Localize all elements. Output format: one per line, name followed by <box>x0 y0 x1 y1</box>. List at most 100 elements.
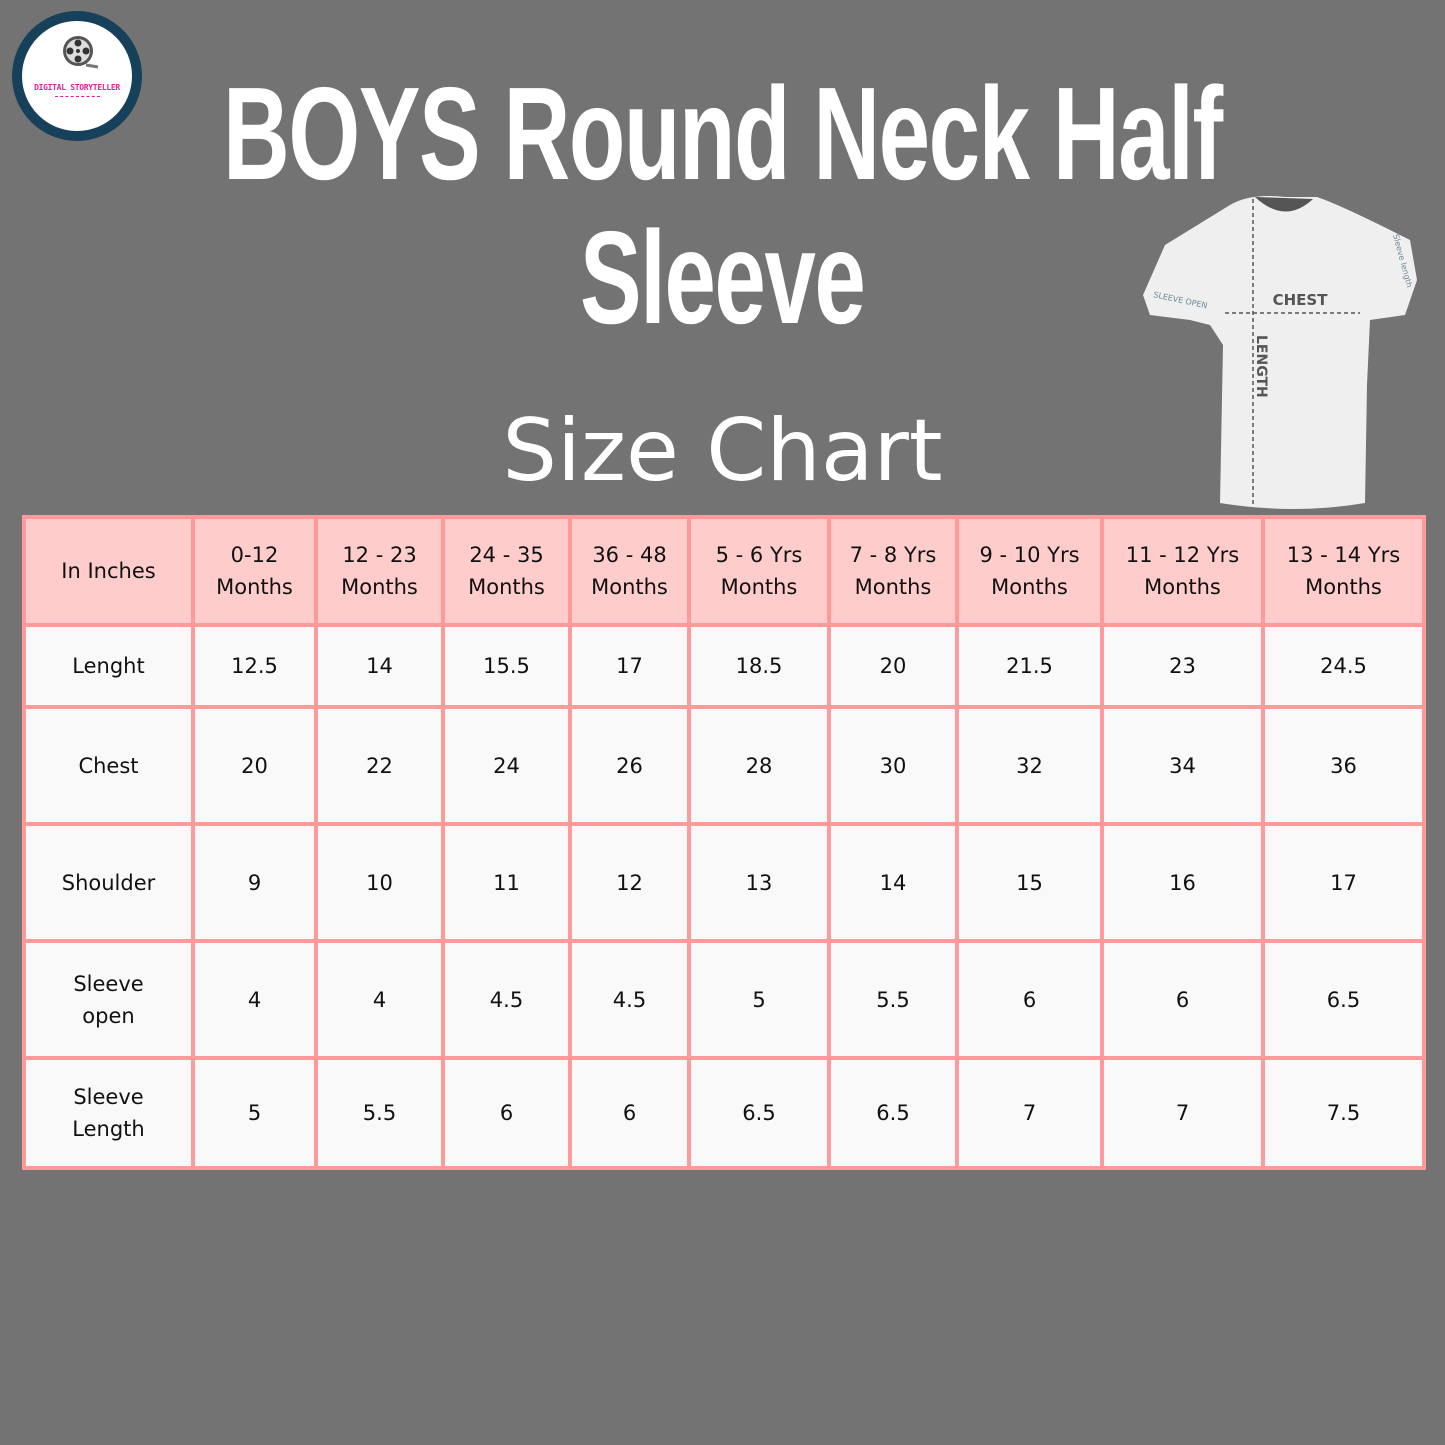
row-label: Sleeve open <box>22 939 195 1060</box>
row-label-text: Chest <box>78 753 139 778</box>
table-row: Sleeve open 4 4 4.5 4.5 5 5.5 6 6 6.5 <box>22 939 1426 1060</box>
brand-logo: DIGITAL STORYTELLER <box>12 11 142 141</box>
column-header: 13 - 14 Yrs Months <box>1261 515 1426 627</box>
column-header-text: 5 - 6 Yrs <box>715 543 803 567</box>
measurement-cell: 5 <box>191 1056 318 1170</box>
column-header-text: 13 - 14 Yrs <box>1286 543 1401 567</box>
column-header: 24 - 35 Months <box>441 515 572 627</box>
chest-label: CHEST <box>1273 291 1329 309</box>
measurement-cell: 9 <box>191 822 318 943</box>
column-header-text: 9 - 10 Yrs <box>979 543 1080 567</box>
measurement-cell: 26 <box>568 705 691 826</box>
column-header-text: Months <box>216 575 293 599</box>
logo-text: DIGITAL STORYTELLER <box>34 83 120 92</box>
measurement-cell: 24 <box>441 705 572 826</box>
measurement-cell: 13 <box>687 822 831 943</box>
measurement-cell: 6.5 <box>687 1056 831 1170</box>
measurement-cell: 12.5 <box>191 623 318 709</box>
table-row: Sleeve Length 5 5.5 6 6 6.5 6.5 7 7 7.5 <box>22 1056 1426 1170</box>
length-label: LENGTH <box>1253 335 1269 398</box>
table-header-row: In Inches 0-12 Months 12 - 23 Months 24 - 35 M… <box>22 515 1426 627</box>
column-header-text: 0-12 <box>230 543 279 567</box>
measurement-cell: 4.5 <box>441 939 572 1060</box>
measurement-cell: 24.5 <box>1261 623 1426 709</box>
column-header: 7 - 8 Yrs Months <box>827 515 959 627</box>
measurement-cell: 36 <box>1261 705 1426 826</box>
row-label-text: Sleeve <box>73 1085 144 1109</box>
column-header: 5 - 6 Yrs Months <box>687 515 831 627</box>
row-label: Lenght <box>22 623 195 709</box>
column-header-text: 24 - 35 <box>469 543 544 567</box>
measurement-cell: 6 <box>1100 939 1265 1060</box>
column-header-text: 36 - 48 <box>592 543 667 567</box>
page-subtitle: Size Chart <box>502 401 943 501</box>
row-label-text: Shoulder <box>61 870 156 895</box>
measurement-cell: 10 <box>314 822 445 943</box>
column-header: 0-12 Months <box>191 515 318 627</box>
row-label-text: Lenght <box>72 654 145 678</box>
measurement-cell: 34 <box>1100 705 1265 826</box>
measurement-cell: 32 <box>955 705 1104 826</box>
measurement-cell: 6 <box>441 1056 572 1170</box>
column-header-text: Months <box>468 575 545 599</box>
column-header-text: 11 - 12 Yrs <box>1125 543 1240 567</box>
logo-badge: DIGITAL STORYTELLER <box>22 21 132 131</box>
measurement-cell: 5 <box>687 939 831 1060</box>
column-header-text: Months <box>1144 575 1221 599</box>
column-header: 12 - 23 Months <box>314 515 445 627</box>
size-chart-table: In Inches 0-12 Months 12 - 23 Months 24 - 35 M… <box>22 515 1426 1170</box>
measurement-cell: 4 <box>191 939 318 1060</box>
measurement-cell: 12 <box>568 822 691 943</box>
row-label: Chest <box>22 705 195 826</box>
measurement-cell: 15 <box>955 822 1104 943</box>
column-header-text: Months <box>591 575 668 599</box>
column-header: 9 - 10 Yrs Months <box>955 515 1104 627</box>
measurement-cell: 4 <box>314 939 445 1060</box>
row-label: Sleeve Length <box>22 1056 195 1170</box>
row-label-text: Length <box>72 1117 145 1141</box>
measurement-cell: 18.5 <box>687 623 831 709</box>
measurement-cell: 6 <box>955 939 1104 1060</box>
measurement-cell: 7.5 <box>1261 1056 1426 1170</box>
row-label: Shoulder <box>22 822 195 943</box>
logo-underline <box>55 96 100 97</box>
measurement-cell: 11 <box>441 822 572 943</box>
tshirt-measurement-illustration: CHEST LENGTH SLEEVE OPEN Sleeve length <box>1143 196 1417 509</box>
measurement-cell: 6.5 <box>827 1056 959 1170</box>
measurement-cell: 14 <box>827 822 959 943</box>
measurement-cell: 30 <box>827 705 959 826</box>
measurement-cell: 14 <box>314 623 445 709</box>
corner-header: In Inches <box>22 515 195 627</box>
measurement-cell: 17 <box>568 623 691 709</box>
column-header-text: 7 - 8 Yrs <box>849 543 937 567</box>
column-header-text: Months <box>720 575 798 599</box>
measurement-cell: 20 <box>191 705 318 826</box>
measurement-cell: 6 <box>568 1056 691 1170</box>
column-header: 36 - 48 Months <box>568 515 691 627</box>
table-row: Lenght 12.5 14 15.5 17 18.5 20 21.5 23 24.5 <box>22 623 1426 709</box>
column-header-text: Months <box>991 575 1068 599</box>
row-label-text: open <box>82 1003 135 1028</box>
column-header-text: Months <box>341 575 418 599</box>
measurement-cell: 5.5 <box>827 939 959 1060</box>
measurement-cell: 28 <box>687 705 831 826</box>
measurement-cell: 23 <box>1100 623 1265 709</box>
column-header: 11 - 12 Yrs Months <box>1100 515 1265 627</box>
measurement-cell: 6.5 <box>1261 939 1426 1060</box>
measurement-cell: 17 <box>1261 822 1426 943</box>
row-label-text: Sleeve <box>73 971 144 996</box>
measurement-cell: 4.5 <box>568 939 691 1060</box>
page-title-line-1: BOYS Round Neck Half <box>223 60 1223 207</box>
measurement-cell: 22 <box>314 705 445 826</box>
measurement-cell: 7 <box>955 1056 1104 1170</box>
column-header-text: Months <box>1305 575 1382 599</box>
table-row: Chest 20 22 24 26 28 30 32 34 36 <box>22 705 1426 826</box>
measurement-cell: 20 <box>827 623 959 709</box>
column-header-text: 12 - 23 <box>342 543 417 567</box>
film-reel-icon <box>63 36 99 69</box>
page-title-line-2: Sleeve <box>580 204 866 351</box>
table-row: Shoulder 9 10 11 12 13 14 15 16 17 <box>22 822 1426 943</box>
measurement-cell: 7 <box>1100 1056 1265 1170</box>
column-header-text: Months <box>854 575 932 599</box>
measurement-cell: 5.5 <box>314 1056 445 1170</box>
